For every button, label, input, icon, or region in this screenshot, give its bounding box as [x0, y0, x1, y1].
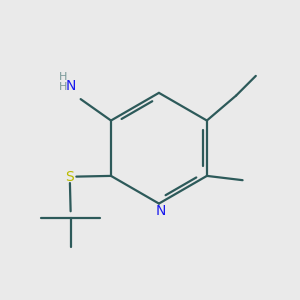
Text: S: S	[65, 169, 74, 184]
Text: H: H	[59, 82, 67, 92]
Text: N: N	[156, 204, 166, 218]
Text: N: N	[66, 79, 76, 92]
Text: H: H	[59, 72, 67, 82]
